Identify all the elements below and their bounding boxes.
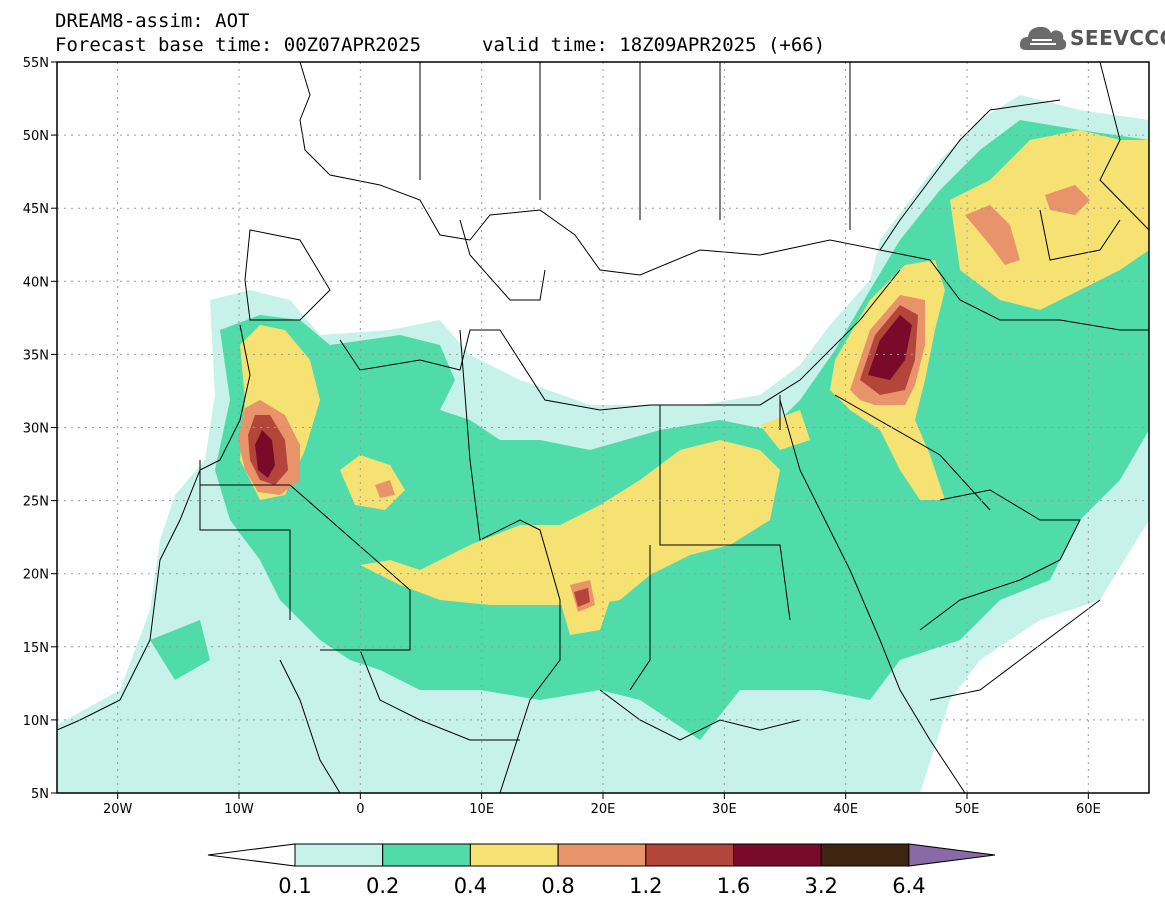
aot-level-0.4 — [240, 130, 1149, 635]
lat-tick-label: 50N — [23, 129, 49, 144]
valid-time: valid time: 18Z09APR2025 (+66) — [482, 34, 826, 56]
aot-legend: 0.1 0.2 0.4 0.8 1.2 1.6 3.2 6.4 — [207, 843, 996, 898]
legend-label: 1.2 — [629, 874, 662, 898]
legend-label: 3.2 — [804, 874, 837, 898]
lon-tick-label: 10W — [224, 802, 254, 817]
map-axis-ticks: 55N 50N 45N 40N 35N 30N 25N 20N 15N 10N 5N 20W 10W 0 1… — [23, 56, 1101, 817]
lon-tick-label: 40E — [833, 802, 858, 817]
lat-tick-label: 40N — [23, 275, 49, 290]
forecast-base-time: Forecast base time: 00Z07APR2025 — [55, 34, 422, 56]
lon-tick-label: 50E — [955, 802, 980, 817]
lon-tick-label: 30E — [712, 802, 737, 817]
lat-tick-label: 25N — [23, 495, 49, 510]
cloud-icon — [1019, 26, 1067, 50]
lat-tick-label: 15N — [23, 641, 49, 656]
legend-swatch — [294, 843, 384, 867]
lon-tick-label: 0 — [356, 802, 364, 817]
legend-swatch — [820, 843, 910, 867]
legend-swatch — [557, 843, 647, 867]
legend-label: 1.6 — [717, 874, 750, 898]
legend-label: 6.4 — [892, 874, 925, 898]
legend-label: 0.2 — [366, 874, 399, 898]
legend-arrow-high — [908, 843, 996, 867]
legend-swatch — [733, 843, 822, 867]
lat-tick-label: 10N — [23, 714, 49, 729]
legend-swatch — [469, 843, 559, 867]
logo-text: SEEVCCC — [1070, 26, 1165, 50]
lat-tick-label: 5N — [31, 787, 49, 802]
lat-tick-label: 45N — [23, 202, 49, 217]
lon-tick-label: 20E — [591, 802, 616, 817]
legend-label: 0.8 — [541, 874, 574, 898]
map-grid — [57, 62, 1149, 793]
lat-tick-label: 55N — [23, 56, 49, 71]
map-title: DREAM8-assim: AOT — [55, 10, 250, 32]
legend-arrow-low — [207, 843, 296, 867]
lon-tick-label: 20W — [103, 802, 133, 817]
legend-label: 0.4 — [454, 874, 487, 898]
lon-tick-label: 10E — [469, 802, 494, 817]
lat-tick-label: 20N — [23, 568, 49, 583]
aot-contours — [57, 95, 1149, 793]
lat-tick-label: 30N — [23, 422, 49, 437]
legend-swatch — [645, 843, 734, 867]
lat-tick-label: 35N — [23, 348, 49, 363]
aot-level-1.6 — [255, 315, 912, 478]
seevccc-logo: SEEVCCC — [1018, 22, 1165, 56]
country-boundaries — [57, 62, 1149, 793]
legend-swatch — [382, 843, 471, 867]
lon-tick-label: 60E — [1076, 802, 1101, 817]
legend-label: 0.1 — [278, 874, 311, 898]
